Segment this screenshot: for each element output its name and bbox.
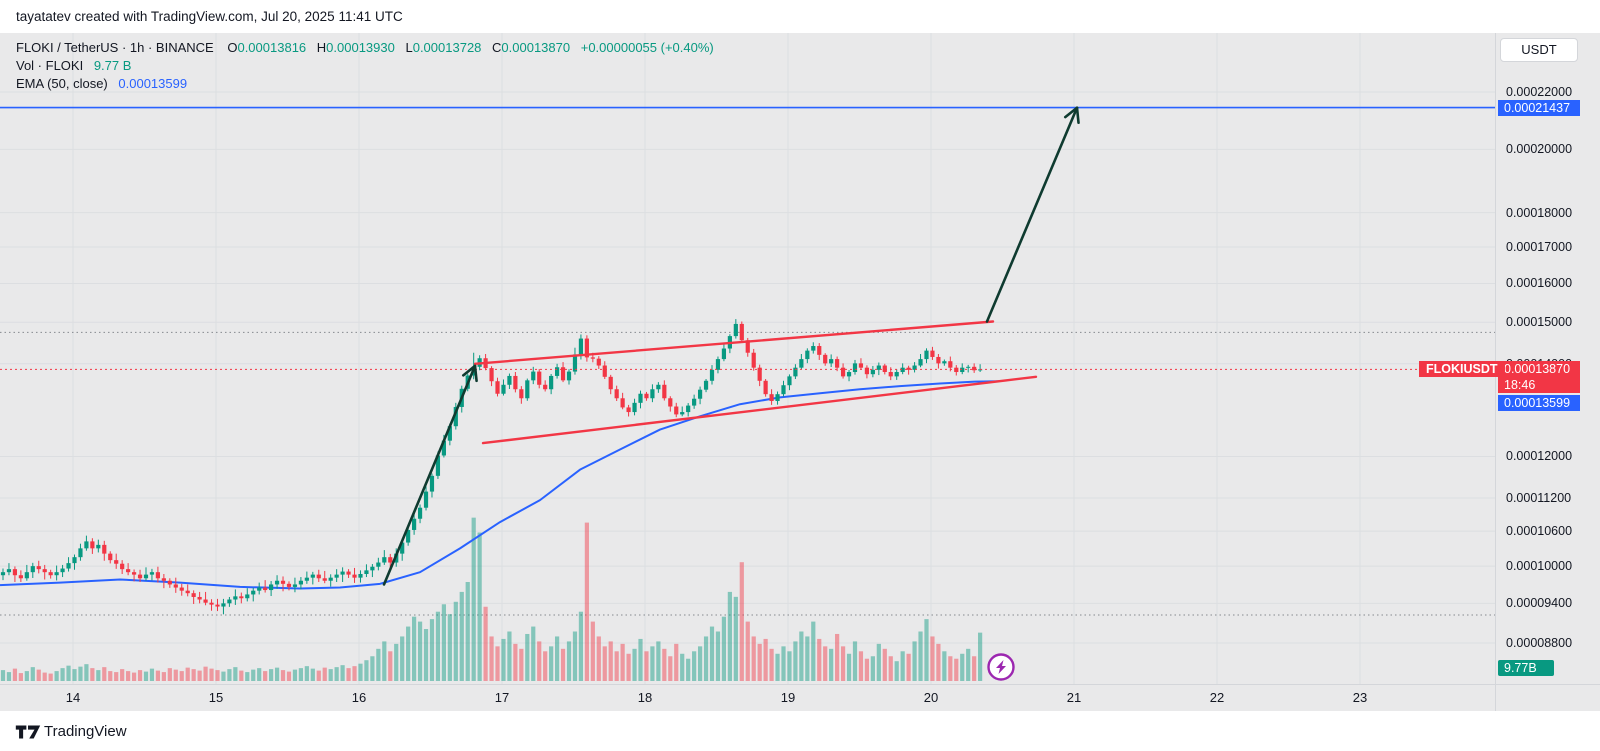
low-value: 0.00013728 [412, 40, 482, 55]
hline-price-label: 0.00021437 [1498, 99, 1580, 116]
time-axis-border [0, 684, 1600, 685]
price-tick-label: 0.00018000 [1506, 205, 1573, 220]
price-tick-label: 0.00010600 [1506, 524, 1573, 539]
legend-symbol-row[interactable]: FLOKI / TetherUS · 1h · BINANCE O0.00013… [16, 39, 714, 57]
change-value: +0.00000055 (+0.40%) [580, 40, 714, 55]
time-tick-label: 17 [494, 690, 510, 705]
attribution-text: tayatatev created with TradingView.com, … [16, 9, 403, 24]
low-letter: L [405, 40, 413, 55]
close-value: 0.00013870 [501, 40, 571, 55]
price-tick-label: 0.00012000 [1506, 449, 1573, 464]
volume-study-label: Vol · FLOKI [16, 58, 84, 73]
high-letter: H [316, 40, 327, 55]
ema-study-value: 0.00013599 [118, 76, 188, 91]
close-letter: C [492, 40, 502, 55]
price-tick-label: 0.00020000 [1506, 142, 1573, 157]
price-tick-label: 0.00010000 [1506, 559, 1573, 574]
bar-countdown-label: 18:46 [1498, 377, 1580, 394]
price-scale[interactable]: USDT 0.00022000 0.00020000 0.00018000 0.000… [1496, 33, 1600, 684]
time-tick-label: 19 [780, 690, 796, 705]
open-value: 0.00013816 [237, 40, 307, 55]
high-value: 0.00013930 [326, 40, 395, 55]
chart-background [0, 33, 1600, 711]
lightning-marker-icon[interactable] [987, 653, 1015, 681]
tradingview-brand-text[interactable]: TradingView [44, 723, 127, 740]
price-tick-label: 0.00011200 [1506, 490, 1572, 505]
ema-price-label: 0.00013599 [1498, 395, 1580, 412]
time-tick-label: 14 [65, 690, 81, 705]
price-tick-label: 0.00022000 [1506, 85, 1573, 99]
time-tick-label: 18 [637, 690, 653, 705]
symbol-price-tag: FLOKIUSDT [1419, 361, 1505, 378]
snapshot-header: tayatatev created with TradingView.com, … [0, 0, 1600, 33]
currency-toggle-button[interactable]: USDT [1500, 38, 1578, 62]
price-tick-label: 0.00016000 [1506, 276, 1573, 291]
open-letter: O [227, 40, 238, 55]
price-chart-canvas[interactable] [0, 33, 1495, 684]
price-tick-label: 0.00009400 [1506, 596, 1573, 611]
price-tick-label: 0.00008800 [1506, 636, 1573, 650]
time-axis[interactable]: 14 15 16 17 18 19 20 21 22 23 [0, 685, 1600, 711]
price-tick-label: 0.00015000 [1506, 315, 1573, 330]
legend-ema-row[interactable]: EMA (50, close) 0.00013599 [16, 75, 714, 93]
symbol-description: FLOKI / TetherUS · 1h · BINANCE [16, 40, 214, 55]
tradingview-logo-icon[interactable] [15, 721, 41, 743]
time-tick-label: 23 [1352, 690, 1368, 705]
legend-volume-row[interactable]: Vol · FLOKI 9.77 B [16, 57, 714, 75]
price-tick-label: 0.00017000 [1506, 240, 1573, 255]
last-price-label: 0.00013870 [1498, 361, 1580, 378]
snapshot-footer: TradingView [0, 711, 1600, 751]
time-tick-label: 15 [208, 690, 224, 705]
volume-value-label: 9.77B [1498, 660, 1554, 676]
volume-study-value: 9.77 B [93, 58, 132, 73]
ema-study-label: EMA (50, close) [16, 76, 108, 91]
chart-legend: FLOKI / TetherUS · 1h · BINANCE O0.00013… [16, 39, 714, 93]
time-tick-label: 21 [1066, 690, 1082, 705]
time-tick-label: 22 [1209, 690, 1225, 705]
time-tick-label: 16 [351, 690, 367, 705]
time-tick-label: 20 [923, 690, 939, 705]
